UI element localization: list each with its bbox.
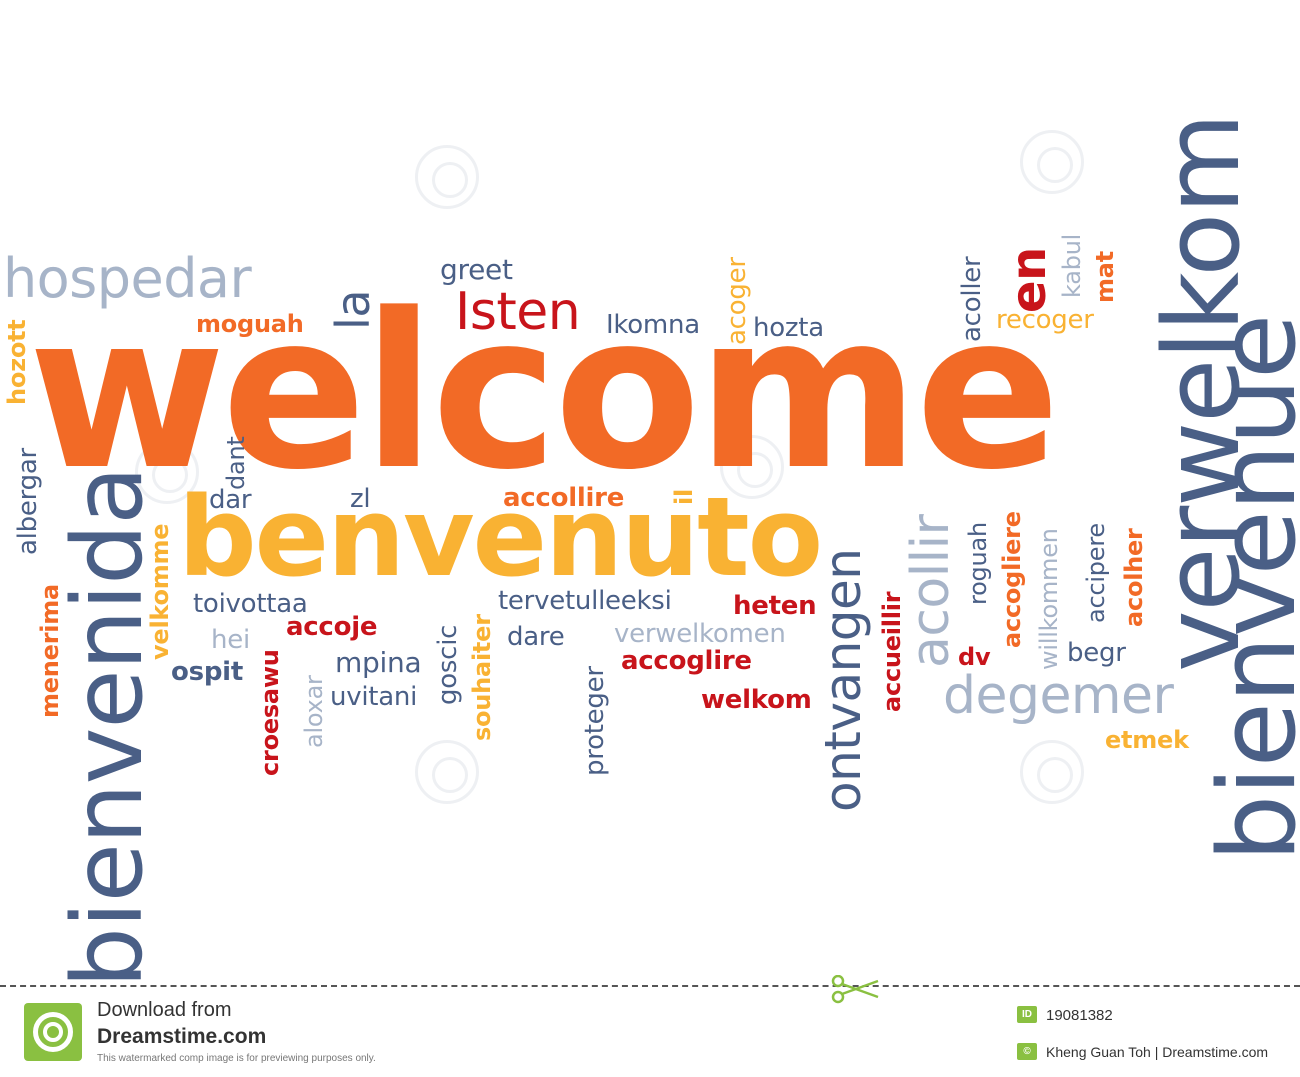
- word-ikomna: Ikomna: [606, 310, 700, 340]
- word-cloud: hospedar moguah greet Isten Ikomna hozta…: [3, 130, 1189, 804]
- dreamstime-logo[interactable]: [24, 1003, 82, 1061]
- word-moguah: moguah: [196, 310, 304, 338]
- watermark-swirl-icon: [415, 145, 479, 209]
- word-verwelkomen: verwelkomen: [614, 619, 786, 649]
- photographer-credit[interactable]: Kheng Guan Toh | Dreamstime.com: [1046, 1044, 1269, 1060]
- id-badge: ID: [1017, 1006, 1037, 1023]
- word-dv: dv: [958, 643, 991, 671]
- word-zl: zl: [350, 484, 371, 514]
- word-welkom: welkom: [701, 685, 812, 715]
- word-begr: begr: [1067, 638, 1126, 668]
- copyright-badge: ©: [1017, 1043, 1037, 1060]
- word-hospedar: hospedar: [3, 247, 252, 310]
- word-etmek: etmek: [1105, 726, 1189, 754]
- word-recoger: recoger: [996, 305, 1094, 335]
- image-id: 19081382: [1046, 1007, 1113, 1024]
- word-accoje: accoje: [286, 612, 378, 642]
- word-welcome: welcome: [28, 268, 1061, 517]
- word-isten: Isten: [455, 282, 581, 342]
- word-greet: greet: [440, 253, 513, 286]
- word-mpina: mpina: [335, 646, 422, 679]
- watermark-swirl-icon: [720, 435, 784, 499]
- word-ospit: ospit: [171, 657, 243, 687]
- download-from-label: Download from: [97, 999, 232, 1021]
- watermark-swirl-icon: [1020, 130, 1084, 194]
- word-toivottaa: toivottaa: [193, 589, 308, 619]
- watermark-swirl-icon: [415, 740, 479, 804]
- word-dar: dar: [209, 485, 252, 515]
- word-heten: heten: [733, 591, 817, 621]
- word-hei: hei: [211, 625, 250, 655]
- download-footer: Download from Dreamstime.com This waterm…: [0, 975, 1300, 1077]
- watermark-swirl-icon: [135, 440, 199, 504]
- swirl-icon: [33, 1012, 73, 1052]
- watermark-swirl-icon: [1020, 740, 1084, 804]
- word-uvitani: uvitani: [330, 682, 418, 712]
- word-hozta: hozta: [753, 313, 824, 343]
- word-accollire: accollire: [503, 483, 625, 513]
- word-dare: dare: [507, 622, 565, 652]
- scissors-icon: [831, 975, 879, 1004]
- watermark-note: This watermarked comp image is for previ…: [97, 1053, 376, 1064]
- site-name-link[interactable]: Dreamstime.com: [97, 1025, 267, 1048]
- word-degemer: degemer: [943, 666, 1174, 726]
- word-benvenuto: benvenuto: [178, 473, 823, 601]
- word-accoglire: accoglire: [621, 646, 752, 676]
- word-tervetulleeksi: tervetulleeksi: [498, 586, 672, 616]
